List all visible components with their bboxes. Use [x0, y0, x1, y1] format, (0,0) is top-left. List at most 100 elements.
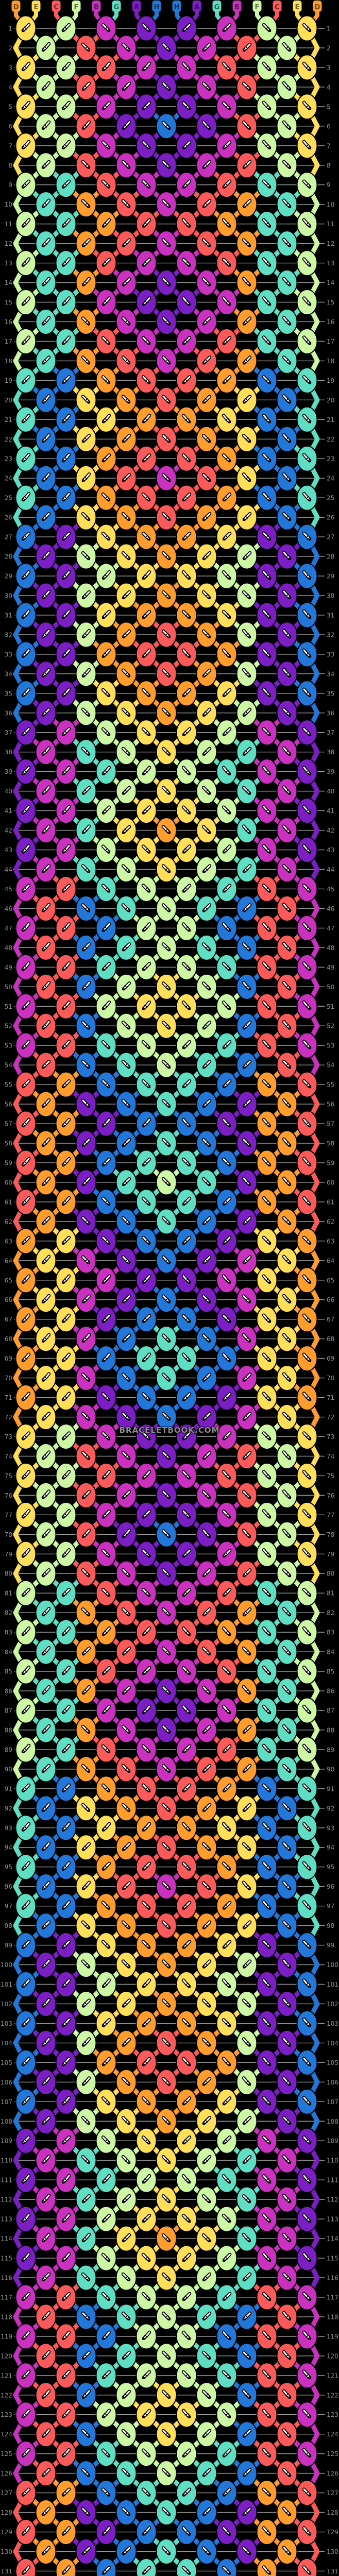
knot	[156, 1130, 177, 1157]
knot-arrow-head	[125, 515, 130, 521]
knot-arrow-head	[185, 65, 191, 71]
knot-arrow-head	[306, 144, 311, 149]
knot	[176, 211, 197, 238]
knot-arrow-head	[223, 1043, 228, 1049]
knot-arrow-head	[102, 809, 108, 815]
knot-arrow-head	[185, 574, 191, 580]
row-number-left: 108	[1, 2118, 12, 2125]
knot	[75, 386, 97, 413]
knot	[15, 875, 37, 902]
row-number-left: 103	[1, 2020, 12, 2027]
knot	[276, 1091, 298, 1117]
knot-arrow-head	[285, 242, 291, 247]
knot-arrow-head	[205, 985, 211, 991]
knot-arrow-head	[243, 398, 248, 404]
knot-arrow-head	[182, 887, 188, 893]
knot	[35, 700, 57, 726]
row-number-left: 56	[5, 1101, 12, 1108]
knot-arrow-head	[245, 789, 251, 795]
knot-arrow-head	[185, 809, 191, 815]
row-number-right: 61	[327, 1198, 334, 1206]
knot	[95, 954, 117, 980]
row-number-left: 101	[1, 1981, 12, 1988]
knot-arrow-head	[62, 183, 67, 189]
knot	[35, 1091, 57, 1117]
knot-arrow-head	[105, 1082, 110, 1089]
knot	[196, 426, 217, 452]
knot-arrow-head	[145, 378, 150, 384]
knot	[55, 954, 77, 980]
knot-arrow-head	[22, 417, 27, 423]
row-number-right: 76	[327, 1492, 334, 1499]
knot	[95, 798, 117, 824]
row-number-left: 89	[5, 1746, 12, 1753]
knot-arrow-head	[185, 613, 191, 619]
knot-arrow-head	[125, 46, 130, 52]
knot	[156, 973, 177, 1000]
knot-arrow-head	[285, 907, 291, 912]
row-number-left: 126	[1, 2470, 12, 2477]
knot	[95, 211, 117, 238]
knot-arrow-head	[22, 496, 27, 502]
knot	[256, 602, 278, 629]
knot-arrow-head	[265, 222, 271, 228]
knot-arrow-head	[182, 848, 188, 854]
knot	[156, 700, 177, 726]
row-number-right: 108	[327, 2118, 338, 2125]
knot-arrow-head	[125, 1024, 130, 1030]
knot-arrow-head	[42, 46, 47, 52]
knot-arrow-head	[42, 437, 47, 443]
row-number-right: 94	[327, 1844, 334, 1851]
string-label-pill	[132, 1, 141, 12]
knot-arrow-head	[62, 691, 67, 697]
knot-arrow-head	[22, 731, 27, 736]
knot	[176, 367, 197, 394]
knot-arrow-head	[205, 789, 211, 795]
knot	[55, 914, 77, 941]
knot-arrow-head	[205, 1180, 211, 1186]
string-label-pill	[273, 1, 282, 12]
knot	[55, 211, 77, 238]
row-number-left: 17	[5, 338, 12, 345]
row-number-right: 6	[327, 123, 331, 130]
knot	[236, 113, 258, 140]
knot	[115, 504, 137, 531]
knot	[176, 641, 197, 668]
knot	[216, 758, 238, 785]
knot	[276, 621, 298, 648]
knot-arrow-head	[42, 750, 47, 756]
knot-arrow-head	[122, 281, 128, 286]
knot-arrow-head	[225, 574, 231, 580]
row-number-left: 115	[1, 2255, 12, 2262]
knot	[236, 269, 258, 296]
row-number-right: 43	[327, 846, 334, 854]
knot	[55, 406, 77, 433]
knot	[135, 93, 157, 120]
knot-arrow-head	[102, 300, 108, 306]
knot	[216, 914, 238, 941]
knot	[15, 54, 37, 81]
string-label: C	[275, 4, 280, 11]
knot-arrow-head	[243, 907, 248, 912]
knot	[276, 582, 298, 609]
row-number-left: 66	[5, 1296, 12, 1303]
row-number-left: 59	[5, 1159, 12, 1166]
knot-arrow-head	[102, 105, 108, 110]
row-number-left: 130	[1, 2548, 12, 2555]
string-label: B	[234, 4, 240, 11]
knot	[55, 1032, 77, 1059]
knot	[75, 973, 97, 1000]
knot	[256, 445, 278, 472]
knot	[236, 308, 258, 335]
row-number-left: 73	[5, 1433, 12, 1440]
knot	[236, 465, 258, 492]
knot	[115, 1130, 137, 1157]
knot	[15, 484, 37, 511]
knot	[115, 426, 137, 452]
knot	[276, 191, 298, 218]
row-number-left: 7	[8, 142, 12, 149]
knot-arrow-head	[84, 554, 90, 560]
knot-arrow-head	[245, 945, 251, 952]
row-number-right: 57	[327, 1121, 334, 1128]
row-number-left: 129	[1, 2529, 12, 2536]
